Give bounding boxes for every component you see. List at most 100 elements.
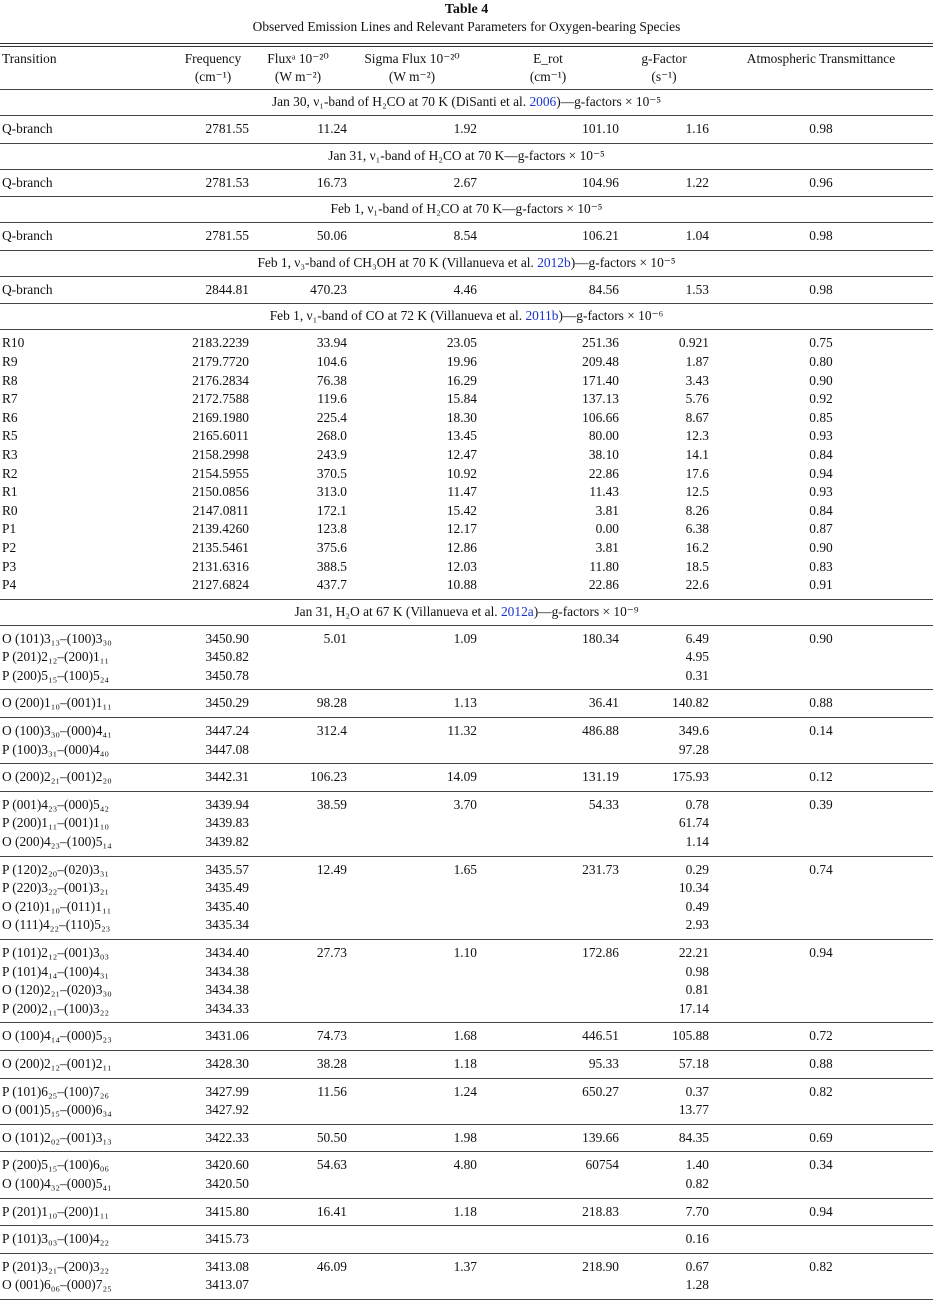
cell-sigma-flux: 23.05 xyxy=(446,335,477,351)
cell-erot: 36.41 xyxy=(477,689,619,719)
cell-flux xyxy=(249,981,347,1000)
cell-g-factor: 17.14 xyxy=(619,999,709,1024)
section-header: Feb 1, ν₃-band of CH₃OH at 70 K (Villanu… xyxy=(0,250,933,277)
cell-flux xyxy=(249,814,347,833)
section-header: Feb 1, ν₁-band of H₂CO at 70 K—g-factors… xyxy=(0,196,933,224)
cell-g-factor: 16.2 xyxy=(685,539,709,555)
cell-g-factor: 175.93 xyxy=(619,763,709,792)
cell-erot xyxy=(477,1174,619,1199)
section-title: Feb 1, ν₁-band of CO at 72 K (Villanueva… xyxy=(0,303,933,331)
cell-erot: 60754 xyxy=(585,1157,619,1173)
cell-flux: 388.5 xyxy=(316,558,347,574)
cell-frequency: 2172.7588 xyxy=(192,391,249,407)
cell-frequency: 3422.33 xyxy=(177,1124,249,1153)
citation-link[interactable]: 2006 xyxy=(529,94,557,109)
cell-sigma-flux xyxy=(347,666,477,691)
table-row: O (120)2₂₁–(020)3₃₀ 3434.38 0.81 xyxy=(0,981,933,1000)
cell-sigma-flux: 14.09 xyxy=(347,763,477,792)
cell-atm-transmittance xyxy=(709,833,933,857)
cell-flux: 312.4 xyxy=(316,723,347,739)
cell-g-factor: 10.34 xyxy=(678,880,709,896)
cell-sigma-flux xyxy=(347,814,477,833)
cell-erot: 11.80 xyxy=(589,558,619,574)
cell-g-factor: 0.82 xyxy=(619,1174,709,1199)
cell-g-factor: 1.40 xyxy=(685,1157,709,1173)
table-row: O (210)1₁₀–(011)1₁₁ 3435.40 0.49 xyxy=(0,898,933,917)
cell-erot: 218.83 xyxy=(477,1198,619,1227)
cell-g-factor: 97.28 xyxy=(619,740,709,765)
cell-flux: 104.6 xyxy=(316,353,347,369)
cell-g-factor: 1.14 xyxy=(619,833,709,857)
citation-link[interactable]: 2011b xyxy=(525,308,559,324)
cell-sigma-flux: 1.18 xyxy=(347,1050,477,1079)
cell-frequency: 3439.83 xyxy=(205,815,249,831)
cell-transition: R10 xyxy=(2,335,25,351)
cell-erot: 22.86 xyxy=(477,576,619,600)
cell-frequency: 2147.0811 xyxy=(192,502,249,518)
cell-atm-transmittance: 0.82 xyxy=(809,1258,833,1274)
cell-frequency: 3447.08 xyxy=(177,740,249,765)
cell-g-factor: 0.78 xyxy=(685,796,709,812)
cell-sigma-flux: 12.17 xyxy=(446,521,477,537)
cell-frequency: 3450.82 xyxy=(205,649,249,665)
cell-erot: 171.40 xyxy=(582,372,619,388)
cell-flux: 11.56 xyxy=(317,1083,347,1099)
cell-g-factor: 17.6 xyxy=(685,465,709,481)
cell-transition: R0 xyxy=(2,502,18,518)
cell-flux: 123.8 xyxy=(316,521,347,537)
citation-link[interactable]: 2012b xyxy=(537,254,571,270)
table-row: O (200)4₂₃–(100)5₁₄ 3439.82 1.14 xyxy=(0,833,933,857)
cell-transition: P1 xyxy=(2,521,17,537)
cell-atm-transmittance: 0.75 xyxy=(809,335,833,351)
cell-transition: Q-branch xyxy=(0,115,177,144)
table-row: R0 2147.0811 172.1 15.42 3.81 8.26 0.84 xyxy=(0,502,933,521)
cell-transition: P4 xyxy=(0,576,177,600)
table-row: P (200)5₁₅–(100)5₂₄ 3450.78 0.31 xyxy=(0,666,933,691)
cell-frequency: 3450.90 xyxy=(205,630,249,646)
cell-transition: P2 xyxy=(2,539,17,555)
cell-sigma-flux: 1.65 xyxy=(453,861,477,877)
cell-sigma-flux: 3.70 xyxy=(453,796,477,812)
cell-atm-transmittance: 0.84 xyxy=(809,502,833,518)
cell-g-factor: 2.93 xyxy=(619,916,709,941)
cell-sigma-flux xyxy=(347,1101,477,1125)
cell-erot xyxy=(477,898,619,917)
cell-sigma-flux xyxy=(347,833,477,857)
table-row: P (201)1₁₀–(200)1₁₁ 3415.80 16.41 1.18 218.8… xyxy=(0,1198,933,1227)
section-header: Jan 31, H₂O at 67 K (Villanueva et al. 2… xyxy=(0,599,933,626)
section-title: Feb 1, ν₃-band of CH₃OH at 70 K (Villanu… xyxy=(0,250,933,277)
cell-transition: P (200)2₁₁–(100)3₂₂ xyxy=(0,999,177,1024)
cell-erot xyxy=(477,648,619,667)
cell-sigma-flux: 8.54 xyxy=(347,222,477,251)
cell-frequency: 2158.2998 xyxy=(192,446,249,462)
table-row: P (200)5₁₅–(100)6₀₆ 3420.60 54.63 4.80 60754… xyxy=(0,1152,933,1175)
table-row: O (101)3₁₃–(100)3₃₀ 3450.90 5.01 1.09 180.34… xyxy=(0,625,933,648)
cell-flux: 106.23 xyxy=(249,763,347,792)
table-row: R5 2165.6011 268.0 13.45 80.00 12.3 0.93 xyxy=(0,427,933,446)
cell-transition: P (001)4₂₃–(000)5₄₂ xyxy=(2,796,110,812)
cell-g-factor: 18.5 xyxy=(685,558,709,574)
cell-erot: 54.33 xyxy=(588,796,619,812)
col-atm-transmittance: Atmospheric Transmittance xyxy=(709,46,933,90)
cell-atm-transmittance: 0.90 xyxy=(809,372,833,388)
cell-erot xyxy=(477,1101,619,1125)
citation-link[interactable]: 2012a xyxy=(500,603,534,619)
cell-sigma-flux xyxy=(347,1276,477,1300)
cell-atm-transmittance xyxy=(709,898,933,917)
cell-atm-transmittance: 0.90 xyxy=(809,539,833,555)
cell-erot xyxy=(477,814,619,833)
cell-transition: P (200)1₁₁–(001)1₁₀ xyxy=(2,815,110,831)
cell-atm-transmittance: 0.14 xyxy=(809,723,833,739)
cell-atm-transmittance xyxy=(709,981,933,1000)
cell-frequency: 2169.1980 xyxy=(192,409,249,425)
cell-transition: O (200)4₂₃–(100)5₁₄ xyxy=(0,833,177,857)
cell-sigma-flux: 11.32 xyxy=(447,723,477,739)
cell-atm-transmittance: 0.82 xyxy=(809,1083,833,1099)
table-row: P4 2127.6824 437.7 10.88 22.86 22.6 0.91 xyxy=(0,576,933,600)
cell-transition: P (101)6₂₅–(100)7₂₆ xyxy=(2,1083,110,1099)
cell-frequency: 2781.53 xyxy=(177,169,249,198)
cell-g-factor: 6.38 xyxy=(685,521,709,537)
table-row: O (200)1₁₀–(001)1₁₁ 3450.29 98.28 1.13 36.41… xyxy=(0,689,933,719)
table-row: O (100)3₃₀–(000)4₄₁ 3447.24 312.4 11.32 486.… xyxy=(0,718,933,741)
cell-g-factor: 7.70 xyxy=(619,1198,709,1227)
